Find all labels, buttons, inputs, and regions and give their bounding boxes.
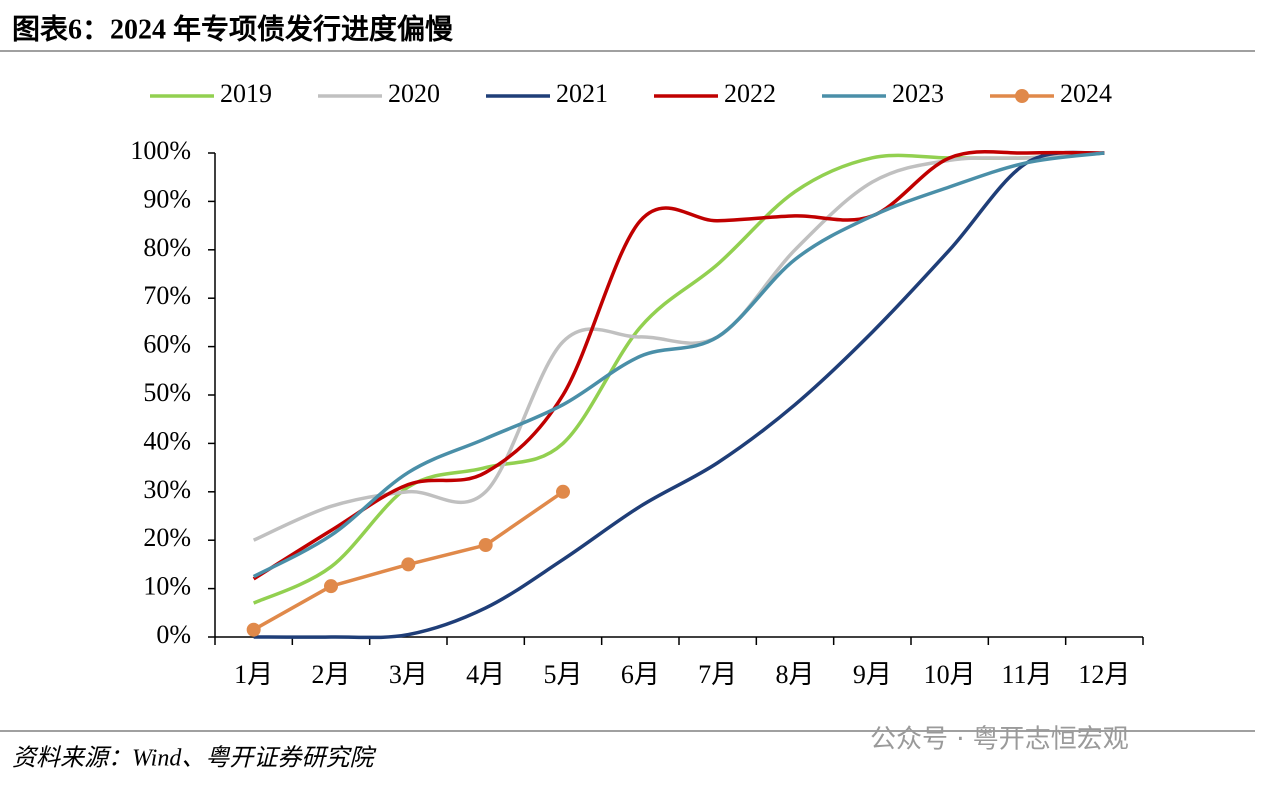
y-tick-label: 70% [143,281,191,310]
x-tick-label: 11月 [1001,660,1052,689]
y-tick-label: 40% [143,426,191,455]
y-tick-label: 50% [143,378,191,407]
series-marker [324,579,338,594]
series-marker [401,557,416,572]
series-marker [478,538,493,553]
legend-label: 2021 [556,79,608,108]
x-tick-label: 9月 [853,660,892,689]
source: 资料来源：Wind、粤开证券研究院 [12,745,377,772]
x-tick-label: 2月 [311,660,350,689]
x-tick-label: 4月 [466,660,505,689]
x-tick-label: 7月 [698,660,737,689]
y-tick-label: 30% [143,475,191,504]
series-marker [556,484,570,499]
legend-label: 2022 [724,79,776,108]
y-tick-label: 0% [156,620,191,649]
x-tick-label: 10月 [924,660,976,689]
legend-label: 2024 [1060,79,1112,108]
series-line [252,151,1105,542]
chart-title: 图表6：2024 年专项债发行进度偏慢 [12,12,454,45]
x-tick-label: 8月 [775,660,814,689]
series-line [252,151,1105,579]
y-tick-label: 100% [130,136,191,165]
legend-label: 2019 [220,79,272,108]
x-tick-label: 5月 [543,660,582,689]
legend-label: 2020 [388,79,440,108]
x-tick-label: 12月 [1078,660,1130,689]
legend-label: 2023 [892,79,944,108]
legend-marker [1015,89,1029,103]
x-tick-label: 3月 [389,660,428,689]
series-marker [246,622,261,637]
x-tick-label: 1月 [234,660,273,689]
y-tick-label: 20% [143,523,191,552]
y-tick-label: 80% [143,233,191,262]
y-tick-label: 10% [143,572,191,601]
series-line [253,150,1105,640]
y-tick-label: 90% [143,184,191,213]
watermark: 公众号 · 粤开志恒宏观 [870,725,1129,755]
series-line [252,150,1105,581]
x-tick-label: 6月 [621,660,660,689]
y-tick-label: 60% [143,330,191,359]
series-line [252,151,1105,605]
